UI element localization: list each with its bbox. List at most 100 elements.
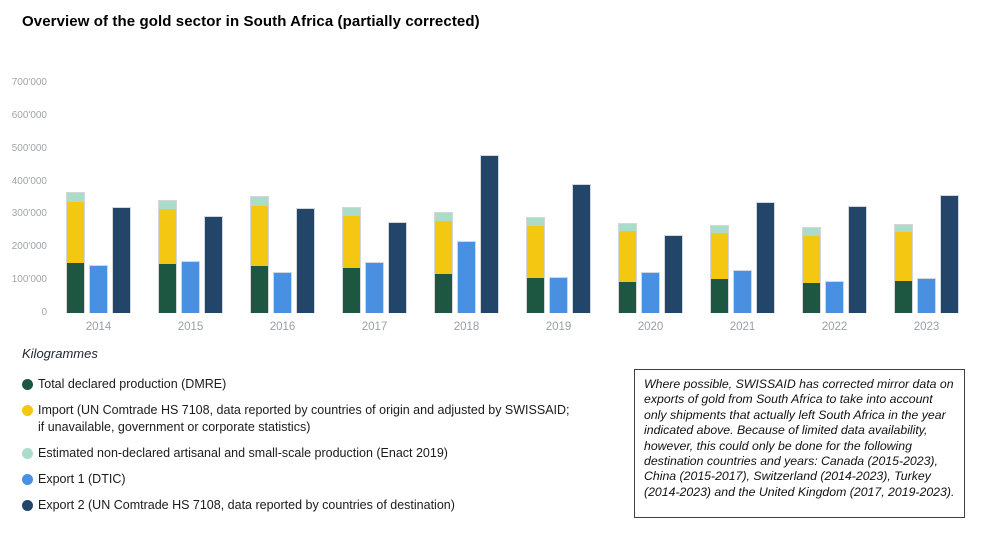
stacked-bar-2019: [526, 217, 545, 313]
y-axis-tick-label: 200'000: [11, 241, 47, 253]
x-axis-year-label: 2017: [361, 321, 388, 333]
stacked-bar-2014: [66, 192, 85, 313]
export2-bar-2021: [756, 201, 775, 313]
segment-production-2023: [895, 281, 912, 313]
note-text-line: China (2015-2017), Switzerland (2014-202…: [644, 469, 931, 484]
segment-production-2020: [619, 282, 636, 313]
y-axis-tick-label: 400'000: [11, 175, 47, 187]
note-text-line: only shipments that actually left South …: [644, 407, 946, 422]
stacked-bar-2016: [250, 196, 269, 313]
segment-artisanal-2020: [619, 223, 636, 231]
legend-unit-label: Kilogrammes: [22, 346, 98, 361]
x-axis-year-label: 2018: [453, 321, 480, 333]
methodology-note-box: Where possible, SWISSAID has corrected m…: [634, 369, 965, 518]
export1-bar-2020: [641, 271, 660, 313]
export2-bar-2023: [940, 195, 959, 313]
export2-bar-2020: [664, 235, 683, 313]
segment-production-2015: [159, 263, 176, 313]
legend-label: Export 2 (UN Comtrade HS 7108, data repo…: [38, 498, 455, 512]
segment-artisanal-2016: [251, 197, 268, 206]
note-text-line: exports of gold from South Africa to tak…: [644, 392, 933, 407]
segment-production-2019: [527, 278, 544, 313]
legend-dot-import-icon: [22, 405, 33, 416]
legend-label: Import (UN Comtrade HS 7108, data report…: [38, 403, 570, 434]
x-axis-year-label: 2019: [545, 321, 572, 333]
export2-bar-2017: [388, 221, 407, 313]
legend-item-export2: Export 2 (UN Comtrade HS 7108, data repo…: [22, 497, 622, 514]
segment-import-2018: [435, 221, 452, 274]
x-axis-year-label: 2021: [729, 321, 756, 333]
export2-bar-2016: [296, 207, 315, 313]
stacked-bar-2022: [802, 226, 821, 313]
segment-artisanal-2023: [895, 224, 912, 233]
legend-label: Export 1 (DTIC): [38, 472, 126, 486]
export1-bar-2022: [825, 281, 844, 313]
segment-import-2019: [527, 226, 544, 279]
export2-bar-2019: [572, 183, 591, 313]
y-axis-tick-label: 100'000: [11, 274, 47, 286]
segment-production-2014: [67, 263, 84, 313]
legend-label: Total declared production (DMRE): [38, 377, 227, 391]
segment-production-2017: [343, 267, 360, 313]
y-axis-tick-label: 300'000: [11, 208, 47, 220]
export2-bar-2014: [112, 206, 131, 313]
segment-import-2015: [159, 208, 176, 264]
x-axis-year-label: 2014: [85, 321, 112, 333]
chart-title: Overview of the gold sector in South Afr…: [22, 13, 480, 30]
export1-bar-2014: [89, 265, 108, 313]
segment-import-2022: [803, 236, 820, 284]
x-axis-year-label: 2016: [269, 321, 296, 333]
y-axis-tick-label: 700'000: [11, 77, 47, 88]
note-text-line: destination countries and years: Canada …: [644, 454, 938, 469]
stacked-bar-2023: [894, 223, 913, 313]
stacked-bar-2018: [434, 212, 453, 313]
segment-import-2023: [895, 232, 912, 282]
legend-item-export1: Export 1 (DTIC): [22, 471, 622, 488]
segment-artisanal-2017: [343, 207, 360, 217]
export2-bar-2015: [204, 216, 223, 313]
segment-import-2021: [711, 233, 728, 280]
stacked-bar-2021: [710, 224, 729, 313]
legend-items: Total declared production (DMRE) Import (…: [22, 376, 622, 514]
legend-dot-export1-icon: [22, 474, 33, 485]
segment-artisanal-2022: [803, 227, 820, 237]
segment-artisanal-2014: [67, 193, 84, 202]
export1-bar-2018: [457, 241, 476, 313]
export2-bar-2018: [480, 154, 499, 313]
y-axis-tick-label: 0: [41, 307, 47, 318]
x-axis-year-label: 2023: [913, 321, 940, 333]
segment-production-2021: [711, 279, 728, 313]
segment-artisanal-2018: [435, 213, 452, 221]
legend-item-import: Import (UN Comtrade HS 7108, data report…: [22, 402, 622, 436]
segment-artisanal-2021: [711, 225, 728, 234]
note-text-line: indicated above. Because of limited data…: [644, 423, 928, 438]
segment-production-2022: [803, 283, 820, 313]
segment-import-2014: [67, 201, 84, 264]
segment-production-2016: [251, 266, 268, 313]
x-axis-year-label: 2022: [821, 321, 848, 333]
stacked-bar-2017: [342, 206, 361, 313]
export1-bar-2021: [733, 269, 752, 313]
stacked-bar-2020: [618, 222, 637, 313]
x-axis-year-label: 2015: [177, 321, 204, 333]
note-text-line: however, this could only be done for the…: [644, 438, 912, 453]
export1-bar-2023: [917, 278, 936, 313]
x-axis-year-label: 2020: [637, 321, 664, 333]
chart-legend: Kilogrammes Total declared production (D…: [22, 346, 622, 523]
segment-artisanal-2015: [159, 200, 176, 209]
note-text-line: (2014-2023) and the United Kingdom (2017…: [644, 484, 955, 499]
legend-label: Estimated non-declared artisanal and sma…: [38, 446, 448, 460]
segment-import-2017: [343, 216, 360, 268]
export1-bar-2016: [273, 271, 292, 313]
legend-dot-export2-icon: [22, 500, 33, 511]
legend-item-production: Total declared production (DMRE): [22, 376, 622, 393]
segment-import-2020: [619, 230, 636, 283]
legend-dot-artisanal-icon: [22, 448, 33, 459]
export1-bar-2017: [365, 262, 384, 313]
note-text-line: Where possible, SWISSAID has corrected m…: [644, 377, 954, 391]
plot-area: [0, 83, 1000, 313]
stacked-bar-2015: [158, 199, 177, 313]
y-axis-tick-label: 500'000: [11, 142, 47, 154]
segment-import-2016: [251, 205, 268, 266]
